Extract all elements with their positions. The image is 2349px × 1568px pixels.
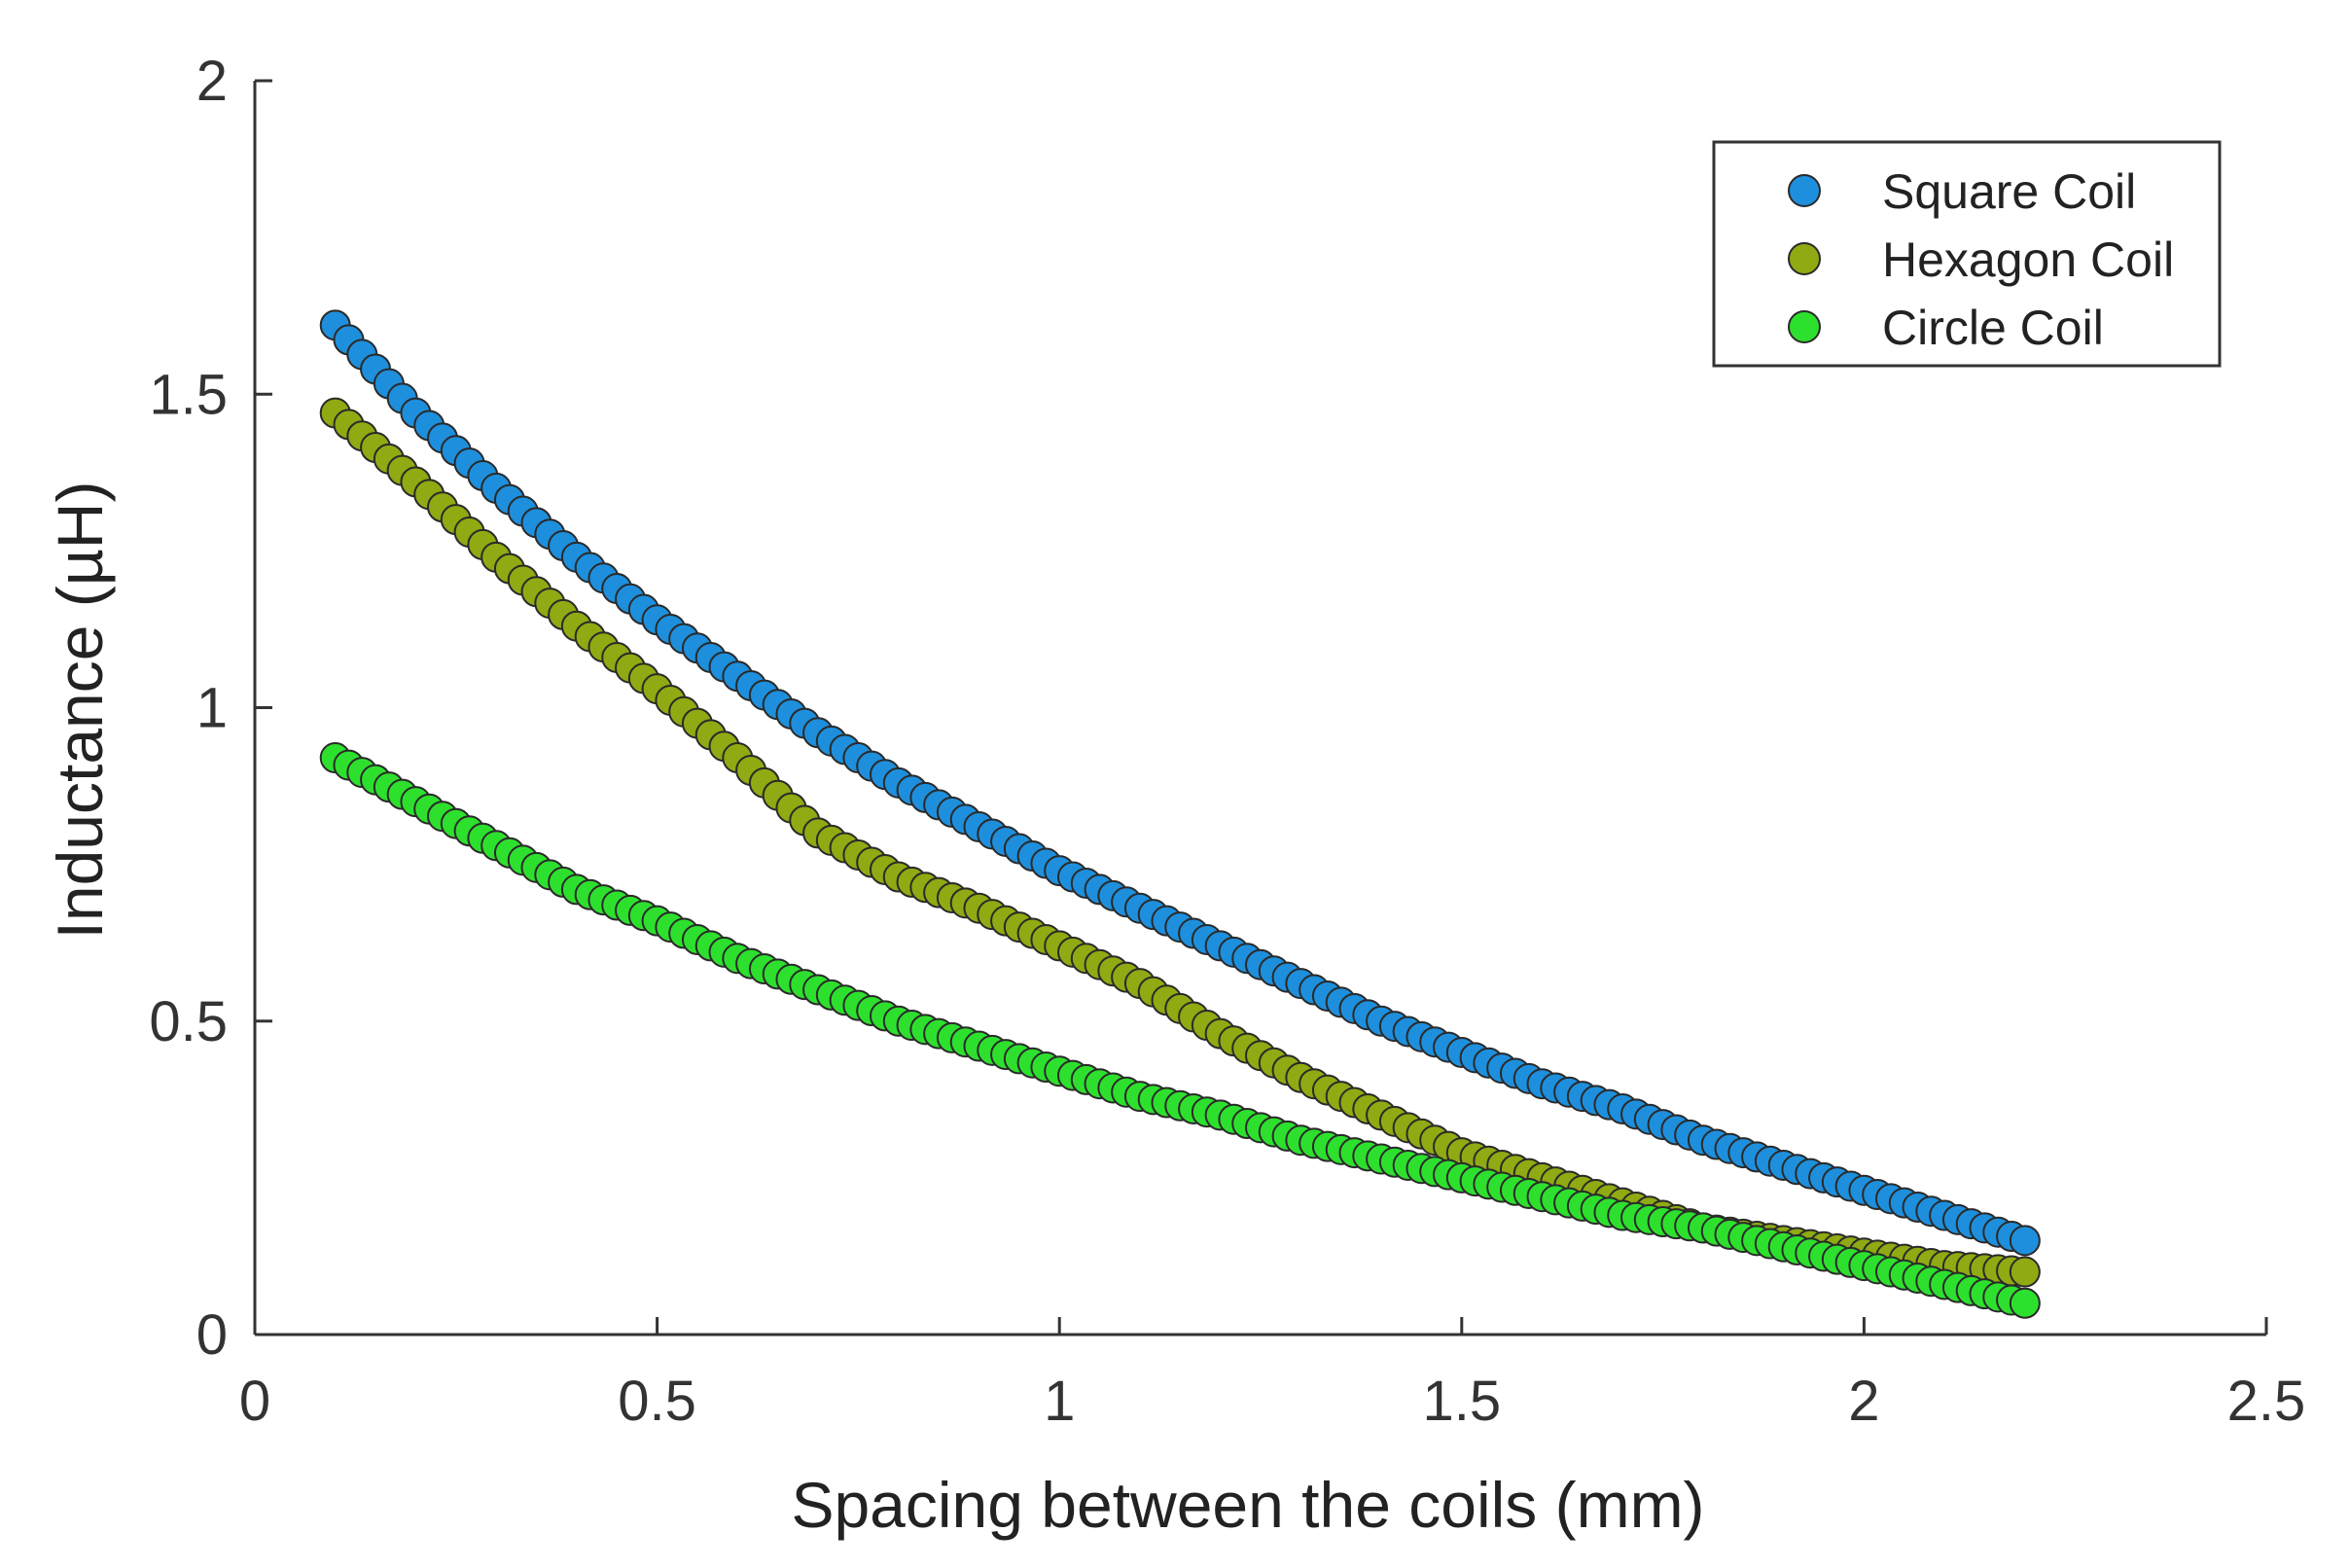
x-tick-label: 2 — [1848, 1370, 1879, 1433]
legend-marker — [1788, 242, 1821, 275]
data-point — [2009, 1287, 2041, 1319]
legend-label: Circle Coil — [1882, 301, 2104, 355]
series-circle-coil — [319, 742, 2041, 1319]
series-square-coil — [319, 309, 2041, 1257]
chart-ticks: 0 0.5 1 1.5 2 2.5 0 0.5 1 1.5 2 — [149, 50, 2305, 1433]
y-tick-label: 1.5 — [149, 363, 228, 426]
data-point — [2009, 1225, 2041, 1257]
legend-label: Hexagon Coil — [1882, 232, 2174, 287]
y-axis-title: Inductance (µH) — [44, 481, 116, 940]
x-tick-label: 0 — [239, 1370, 270, 1433]
y-tick-label: 0 — [196, 1303, 228, 1367]
y-tick-label: 1 — [196, 677, 228, 740]
chart-points — [319, 309, 2041, 1319]
y-tick-label: 0.5 — [149, 990, 228, 1053]
x-tick-label: 2.5 — [2227, 1370, 2306, 1433]
legend-marker — [1788, 310, 1821, 343]
y-tick-label: 2 — [196, 50, 228, 113]
x-tick-label: 1 — [1044, 1370, 1075, 1433]
legend: Square Coil Hexagon Coil Circle Coil — [1712, 140, 2222, 368]
legend-label: Square Coil — [1882, 164, 2136, 219]
x-tick-label: 1.5 — [1422, 1370, 1501, 1433]
legend-marker — [1788, 174, 1821, 207]
x-axis-title: Spacing between the coils (mm) — [791, 1469, 1704, 1541]
x-tick-label: 0.5 — [618, 1370, 696, 1433]
data-point — [2009, 1256, 2041, 1288]
